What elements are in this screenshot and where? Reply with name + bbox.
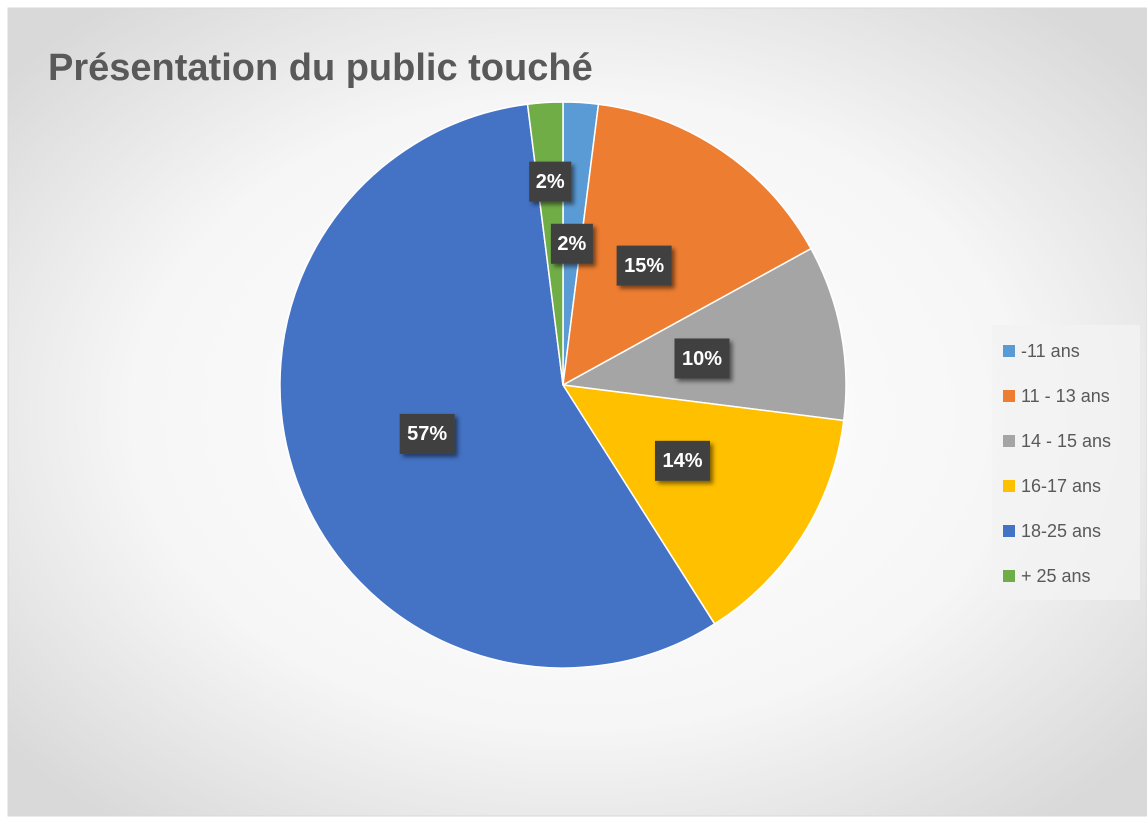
legend-label: + 25 ans xyxy=(1021,566,1091,586)
legend-label: -11 ans xyxy=(1021,341,1080,361)
data-label-box xyxy=(399,413,455,454)
data-label-box xyxy=(529,161,572,202)
legend-label: 11 - 13 ans xyxy=(1021,386,1110,406)
data-label: 57% xyxy=(407,423,447,445)
legend-label: 18-25 ans xyxy=(1021,521,1101,541)
data-label: 15% xyxy=(624,255,664,277)
data-labels: 2% 15% 10% 14% 57% 2% xyxy=(399,161,730,481)
legend-swatch xyxy=(1003,480,1015,492)
chart-title: Présentation du public touché xyxy=(48,47,593,89)
data-label-box xyxy=(550,223,593,264)
pie xyxy=(279,101,847,669)
pie-slice xyxy=(279,103,716,669)
pie-slice xyxy=(561,384,845,625)
legend-swatch xyxy=(1003,525,1015,537)
legend-swatch xyxy=(1003,435,1015,447)
data-label: 14% xyxy=(662,450,702,472)
data-label-box xyxy=(616,245,672,286)
data-label-box xyxy=(674,338,730,379)
legend-label: 14 - 15 ans xyxy=(1021,431,1111,451)
legend-label: 16-17 ans xyxy=(1021,476,1101,496)
legend xyxy=(992,325,1140,600)
legend-swatch xyxy=(1003,345,1015,357)
legend-entries: -11 ans 11 - 13 ans 14 - 15 ans 16-17 ans 18… xyxy=(1003,341,1111,586)
pie-slice xyxy=(562,103,813,387)
data-label: 2% xyxy=(536,171,565,193)
data-label: 10% xyxy=(682,348,722,370)
data-label: 2% xyxy=(557,233,586,255)
legend-swatch xyxy=(1003,570,1015,582)
data-label-box xyxy=(654,440,710,481)
pie-slice xyxy=(560,247,847,422)
legend-swatch xyxy=(1003,390,1015,402)
